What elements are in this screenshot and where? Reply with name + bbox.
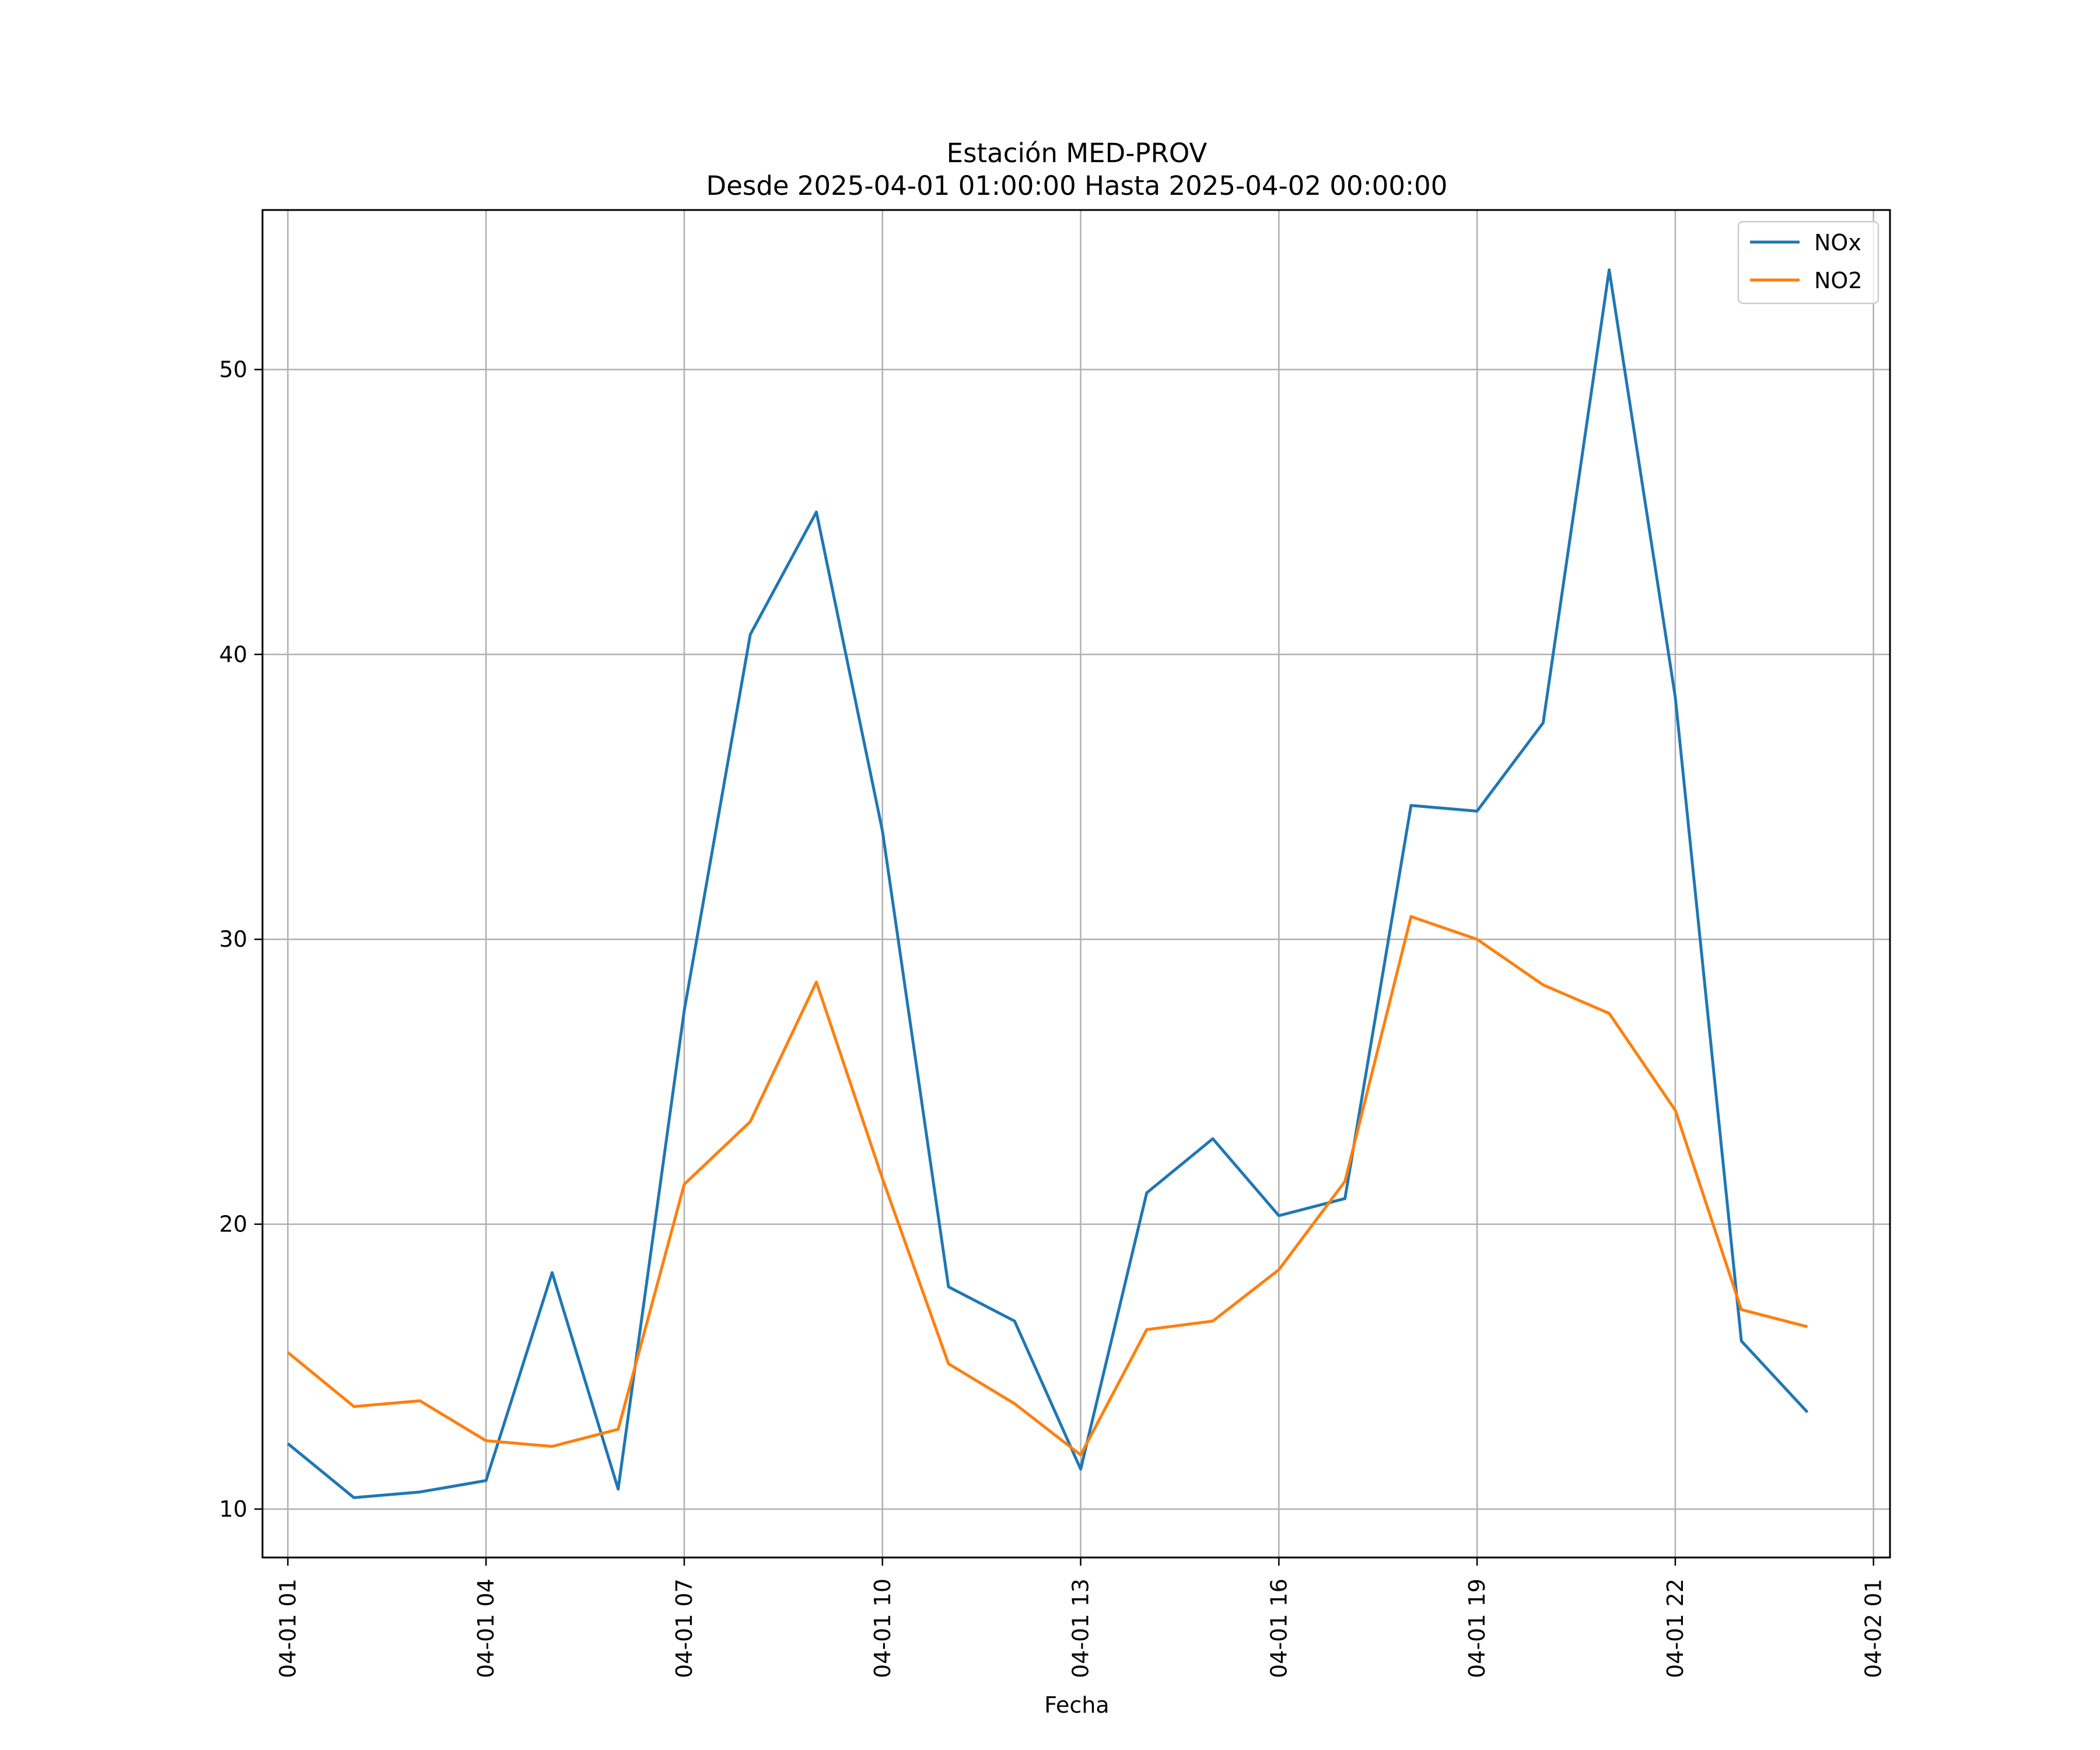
legend-label-nox: NOx — [1814, 230, 1861, 256]
legend: NOx NO2 — [1737, 220, 1880, 304]
axis-ticks: 04-01 01 04-01 04 04-01 07 04-01 10 04-01 13… — [219, 356, 1887, 1678]
y-tick-label: 40 — [219, 642, 247, 667]
x-tick-label: 04-01 22 — [1662, 1578, 1688, 1678]
x-axis-label: Fecha — [1044, 1692, 1109, 1718]
x-tick-label: 04-01 04 — [473, 1578, 499, 1678]
legend-label-no2: NO2 — [1814, 268, 1863, 293]
series-line-no2 — [286, 915, 1808, 1457]
x-tick-label: 04-01 01 — [275, 1578, 300, 1678]
chart-subtitle: Desde 2025-04-01 01:00:00 Hasta 2025-04-… — [706, 170, 1448, 201]
x-tick-label: 04-01 10 — [870, 1578, 895, 1678]
y-tick-label: 50 — [219, 356, 247, 382]
y-tick-label: 30 — [219, 926, 247, 952]
y-tick-label: 20 — [219, 1212, 247, 1237]
x-tick-label: 04-01 19 — [1464, 1578, 1490, 1678]
x-tick-label: 04-01 16 — [1266, 1578, 1292, 1678]
y-tick-label: 10 — [219, 1496, 247, 1522]
series-line-nox — [286, 268, 1809, 1499]
grid — [262, 210, 1890, 1558]
chart-title: Estación MED-PROV — [947, 138, 1208, 169]
x-tick-label: 04-01 13 — [1068, 1578, 1094, 1678]
series-layer — [286, 268, 1809, 1499]
plot-area-frame — [261, 209, 1891, 1559]
x-tick-label: 04-01 07 — [671, 1578, 697, 1678]
x-tick-label: 04-02 01 — [1861, 1578, 1887, 1678]
